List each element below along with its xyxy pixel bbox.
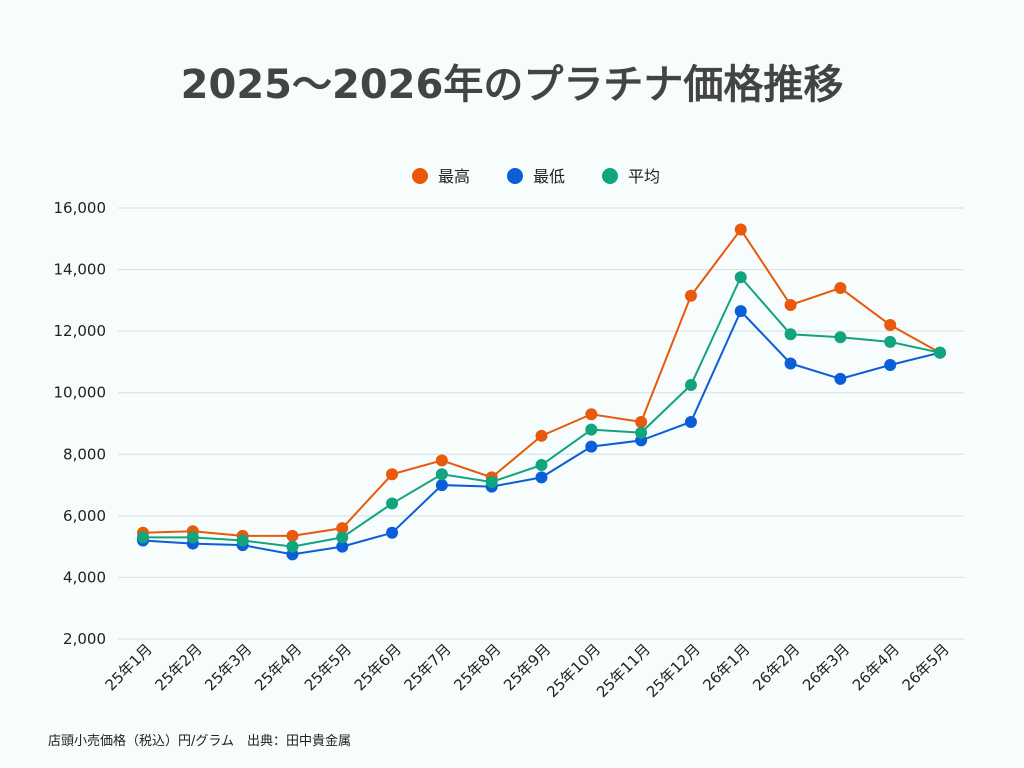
data-point xyxy=(684,289,697,302)
x-tick-label: 25年1月 xyxy=(102,640,156,694)
data-point xyxy=(684,379,697,392)
source-footnote: 店頭小売価格（税込）円/グラム 出典：田中貴金属 xyxy=(48,734,351,749)
x-tick-label: 25年5月 xyxy=(301,640,355,694)
data-point xyxy=(435,468,448,481)
data-point xyxy=(137,531,149,544)
x-tick-label: 26年2月 xyxy=(749,640,803,694)
data-point xyxy=(635,415,648,428)
legend: 最高 最低 平均 xyxy=(412,167,660,186)
data-point xyxy=(585,440,598,453)
x-tick-label: 26年4月 xyxy=(849,640,903,694)
y-tick-label: 12,000 xyxy=(54,322,107,340)
data-point xyxy=(884,335,897,348)
data-point xyxy=(336,540,349,553)
x-tick-label: 25年6月 xyxy=(351,640,405,694)
legend-label: 平均 xyxy=(628,167,660,186)
data-point xyxy=(784,328,797,341)
data-point xyxy=(684,415,697,428)
x-tick-label: 25年10月 xyxy=(543,640,604,701)
data-point xyxy=(884,318,897,331)
x-tick-label: 25年2月 xyxy=(151,640,205,694)
data-point xyxy=(734,271,747,284)
x-axis: 25年1月25年2月25年3月25年4月25年5月25年6月25年7月25年8月… xyxy=(102,640,953,701)
x-tick-label: 25年8月 xyxy=(450,640,504,694)
data-point xyxy=(535,429,548,442)
series-3 xyxy=(137,271,946,553)
data-point xyxy=(236,534,249,547)
data-point xyxy=(386,497,399,510)
data-point xyxy=(834,331,847,344)
data-point xyxy=(186,531,199,544)
y-tick-label: 8,000 xyxy=(63,445,106,463)
y-tick-label: 10,000 xyxy=(54,384,107,402)
data-point xyxy=(834,372,847,385)
series-layer xyxy=(137,223,946,561)
data-point xyxy=(435,454,448,467)
data-point xyxy=(336,522,349,535)
chart-title: 2025〜2026年のプラチナ価格推移 xyxy=(180,62,844,108)
x-tick-label: 25年4月 xyxy=(251,640,305,694)
y-tick-label: 6,000 xyxy=(63,507,106,525)
y-axis: 2,000 4,000 6,000 8,000 10,000 12,000 14,000 16… xyxy=(54,199,107,648)
platinum-price-chart: 最高 最低 平均 2,000 4,000 6,000 8,000 10,000 12,000 1… xyxy=(54,167,964,701)
y-tick-label: 14,000 xyxy=(54,261,107,279)
data-point xyxy=(386,526,399,539)
data-point xyxy=(535,459,548,472)
legend-label: 最低 xyxy=(533,167,565,186)
data-point xyxy=(485,475,498,488)
data-point xyxy=(834,282,847,295)
legend-marker xyxy=(507,168,523,184)
legend-marker xyxy=(602,168,618,184)
x-tick-label: 25年12月 xyxy=(643,640,704,701)
y-tick-label: 16,000 xyxy=(54,199,107,217)
data-point xyxy=(784,298,797,311)
data-point xyxy=(535,471,548,484)
data-point xyxy=(884,359,897,372)
x-tick-label: 26年3月 xyxy=(799,640,853,694)
data-point xyxy=(934,346,946,359)
data-point xyxy=(734,223,747,236)
x-tick-label: 25年3月 xyxy=(201,640,255,694)
y-tick-label: 2,000 xyxy=(63,630,106,648)
data-point xyxy=(386,468,399,481)
x-tick-label: 26年5月 xyxy=(899,640,953,694)
data-point xyxy=(585,408,598,421)
data-point xyxy=(734,305,747,318)
series-line xyxy=(143,275,941,548)
data-point xyxy=(784,357,797,370)
legend-label: 最高 xyxy=(438,167,470,186)
legend-marker xyxy=(412,168,428,184)
x-tick-label: 25年7月 xyxy=(401,640,455,694)
data-point xyxy=(585,423,598,436)
x-tick-label: 25年11月 xyxy=(593,640,654,701)
gridlines xyxy=(118,207,964,640)
x-tick-label: 26年1月 xyxy=(699,640,753,694)
series-1 xyxy=(137,223,946,542)
series-line xyxy=(142,227,941,537)
data-point xyxy=(336,531,349,544)
y-tick-label: 4,000 xyxy=(63,568,106,586)
data-point xyxy=(286,529,299,542)
data-point xyxy=(435,479,448,492)
data-point xyxy=(635,426,648,439)
data-point xyxy=(286,540,299,553)
